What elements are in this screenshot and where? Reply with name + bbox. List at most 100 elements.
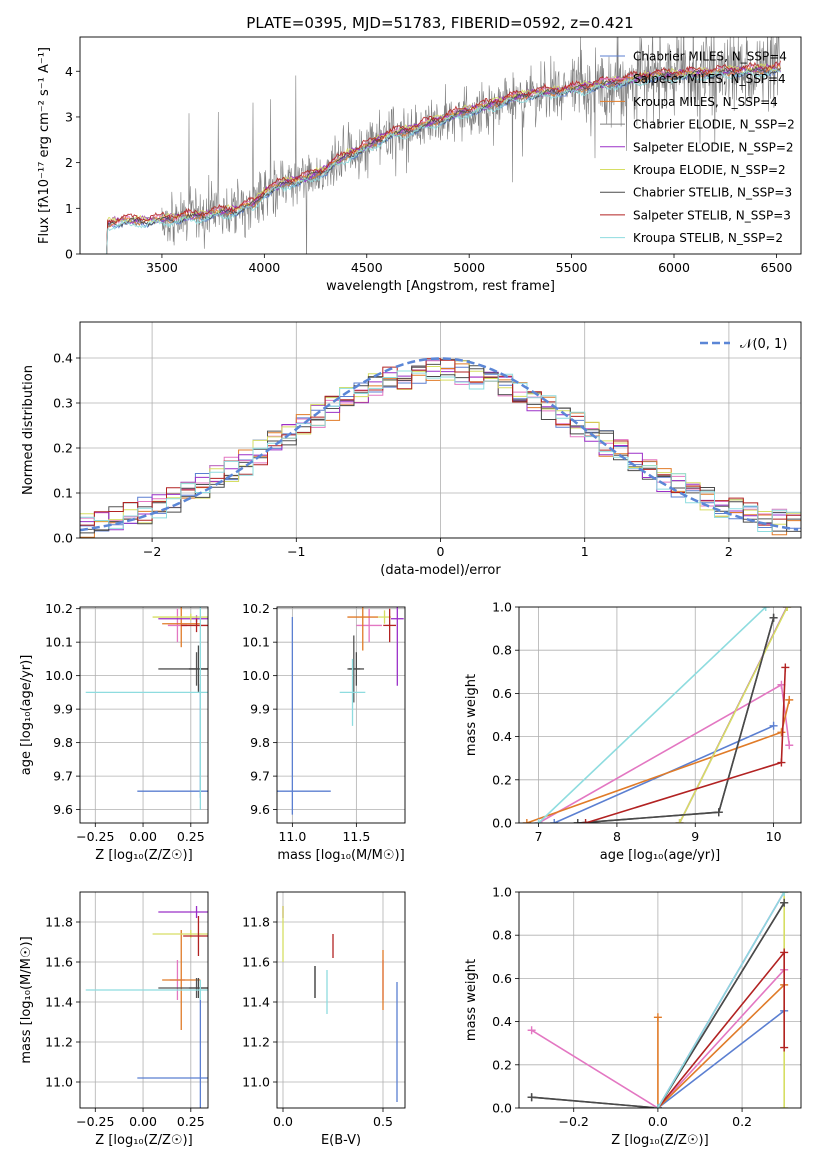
- weight-line: [531, 969, 785, 1108]
- y-tick-label: 9.8: [250, 735, 270, 750]
- axes-frame: [79, 606, 209, 824]
- weight-marker: [769, 613, 778, 622]
- x-tick-label: 0.2: [732, 1114, 752, 1129]
- model-spectrum-line: [106, 60, 781, 254]
- axes-frame: [79, 321, 802, 539]
- x-tick-label: −1: [287, 544, 305, 559]
- x-tick-label: 0.0: [648, 1114, 668, 1129]
- legend-label: Chabrier STELIB, N_SSP=3: [633, 186, 792, 200]
- legend-label: Chabrier ELODIE, N_SSP=2: [633, 118, 795, 132]
- weight-marker: [653, 1104, 662, 1108]
- axes-frame: [79, 891, 209, 1109]
- histogram-series: [80, 370, 801, 538]
- y-tick-label: 1.0: [492, 885, 512, 900]
- x-tick-label: 0.0: [273, 1114, 293, 1129]
- y-tick-label: 11.6: [242, 955, 270, 970]
- axes-residuals: −2 −1 0 1 2 0.0 0.1 0.2 0.3 0.4 (data-model)/error…: [21, 321, 802, 578]
- x-tick-label: 8: [613, 829, 621, 844]
- y-tick-label: 11.4: [45, 995, 73, 1010]
- weight-line: [538, 683, 791, 823]
- y-tick-label: 0.2: [492, 772, 512, 787]
- x-tick-label: −0.2: [559, 1114, 589, 1129]
- x-tick-label: 0.00: [129, 1114, 157, 1129]
- legend-label: Kroupa ELODIE, N_SSP=2: [633, 163, 786, 177]
- weight-line: [531, 902, 785, 1108]
- weight-line: [585, 667, 787, 823]
- y-tick-label: 1: [65, 201, 73, 216]
- x-tick-label: −2: [143, 544, 161, 559]
- axes-mass_vs_EBV: 0.0 0.5 11.0 11.2 11.4 11.6 11.8 E(B-V): [242, 891, 406, 1148]
- y-tick-label: 0.2: [492, 1057, 512, 1072]
- y-tick-label: 11.0: [242, 1075, 270, 1090]
- x-tick-label: 4500: [351, 260, 383, 275]
- axes-frame: [79, 36, 802, 255]
- model-spectrum-line: [106, 68, 781, 254]
- y-tick-label: 0.4: [492, 729, 512, 744]
- y-axis-label: mass weight: [464, 674, 479, 756]
- weight-line: [577, 617, 775, 823]
- x-tick-label: 11.0: [278, 829, 306, 844]
- axes-massweight_vs_age: 7 8 9 10 0.0 0.2 0.4 0.6 0.8 1.0 age [log₁₀(age/yr…: [464, 600, 802, 863]
- y-tick-label: 3: [65, 109, 73, 124]
- plot-area: [80, 322, 801, 538]
- legend-label: Chabrier MILES, N_SSP=4: [633, 50, 787, 64]
- weight-marker: [780, 1043, 789, 1052]
- axes-massweight_vs_Z: −0.2 0.0 0.2 0.0 0.2 0.4 0.6 0.8 1.0 Z [log₁₀(Z/Z…: [464, 885, 802, 1148]
- x-tick-label: 2: [725, 544, 733, 559]
- x-tick-label: 1: [581, 544, 589, 559]
- y-axis-label: Normed distribution: [21, 365, 36, 495]
- y-axis-label: mass weight: [464, 959, 479, 1041]
- legend-label: Salpeter STELIB, N_SSP=3: [633, 208, 791, 222]
- axes-mass_vs_Z: −0.25 0.00 0.25 11.0 11.2 11.4 11.6 11.8 Z [log₁…: [19, 891, 209, 1148]
- y-tick-label: 0.1: [53, 486, 73, 501]
- y-axis-label: age [log₁₀(age/yr)]: [19, 655, 34, 776]
- x-axis-label: Z [log₁₀(Z/Z☉)]: [95, 848, 192, 863]
- axes-age_vs_mass: 11.0 11.5 9.6 9.7 9.8 9.9 10.0 10.1 10.2 mass [lo…: [242, 601, 406, 863]
- x-tick-label: 10: [766, 829, 782, 844]
- axes-frame: [276, 606, 406, 824]
- y-tick-label: 10.2: [242, 601, 270, 616]
- legend-label: Salpeter MILES, N_SSP=4: [633, 72, 786, 86]
- y-tick-label: 10.0: [45, 668, 73, 683]
- y-tick-label: 0.0: [53, 531, 73, 546]
- weight-line: [657, 892, 785, 1108]
- y-tick-label: 9.7: [250, 769, 270, 784]
- weight-marker: [653, 1013, 662, 1022]
- x-tick-label: 0.5: [373, 1114, 393, 1129]
- y-tick-label: 11.0: [45, 1075, 73, 1090]
- plot-area: [519, 607, 801, 823]
- weight-marker: [714, 808, 723, 817]
- x-tick-label: −0.25: [76, 829, 114, 844]
- weight-marker: [777, 728, 786, 737]
- x-axis-label: wavelength [Angstrom, rest frame]: [326, 279, 555, 294]
- y-tick-label: 11.4: [242, 995, 270, 1010]
- x-axis-label: age [log₁₀(age/yr)]: [600, 848, 721, 863]
- y-tick-label: 10.0: [242, 668, 270, 683]
- weight-line: [657, 950, 785, 1108]
- normal-curve: [80, 357, 799, 532]
- weight-marker: [581, 819, 590, 823]
- weight-marker: [675, 819, 684, 823]
- y-tick-label: 0.0: [492, 816, 512, 831]
- y-tick-label: 1.0: [492, 600, 512, 615]
- x-axis-label: E(B-V): [321, 1133, 361, 1148]
- legend-label: Kroupa STELIB, N_SSP=2: [633, 231, 783, 245]
- weight-marker: [527, 1026, 536, 1035]
- weight-line: [678, 607, 789, 823]
- y-tick-label: 0.4: [53, 351, 73, 366]
- axes-frame: [276, 891, 406, 1109]
- x-axis-label: mass [log₁₀(M/M☉)]: [277, 848, 404, 863]
- weight-marker: [780, 1104, 789, 1108]
- y-tick-label: 9.8: [53, 735, 73, 750]
- x-tick-label: 6500: [761, 260, 793, 275]
- y-tick-label: 0.2: [53, 441, 73, 456]
- y-tick-label: 11.6: [45, 955, 73, 970]
- y-tick-label: 11.2: [45, 1035, 73, 1050]
- weight-marker: [785, 695, 794, 704]
- weight-marker: [573, 819, 582, 823]
- x-axis-label: Z [log₁₀(Z/Z☉)]: [95, 1133, 192, 1148]
- weight-marker: [785, 741, 794, 750]
- y-tick-label: 0.3: [53, 396, 73, 411]
- y-tick-label: 10.1: [45, 635, 73, 650]
- x-tick-label: 5500: [556, 260, 588, 275]
